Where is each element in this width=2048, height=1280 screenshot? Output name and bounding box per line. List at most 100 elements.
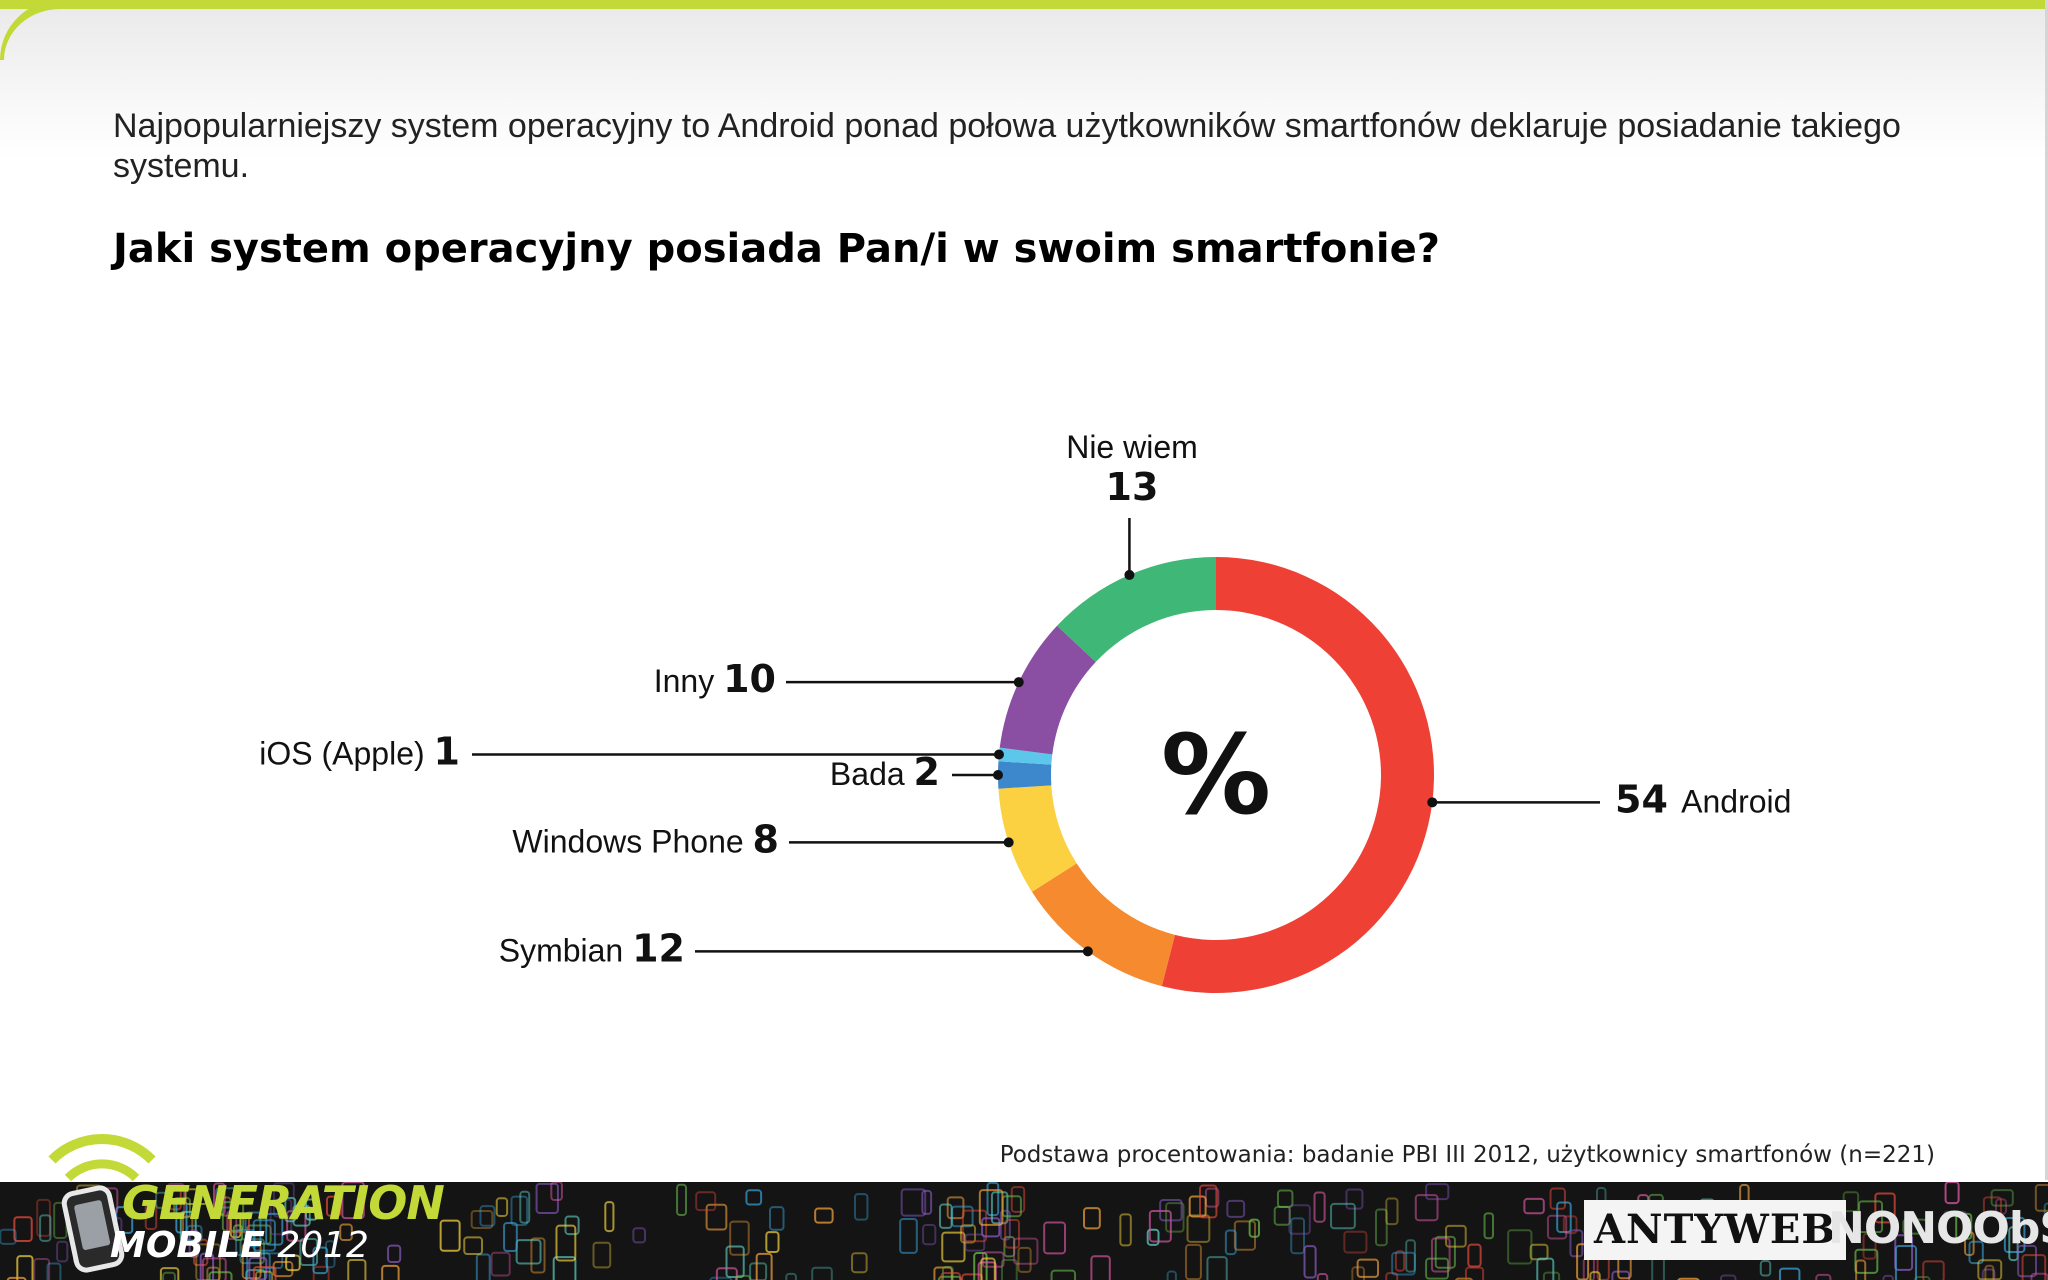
- footer-device-shape: [940, 1271, 962, 1280]
- category-label-nie-wiem: Nie wiem: [1066, 429, 1198, 465]
- footer-device-shape: [1248, 1218, 1261, 1238]
- brand-sub-text: MOBILE: [110, 1225, 265, 1266]
- footer-device-shape: [1546, 1214, 1568, 1240]
- footer-device-shape: [1166, 1270, 1177, 1280]
- footer-device-shape: [212, 1182, 226, 1216]
- category-label-windows-phone: Windows Phone: [512, 823, 752, 859]
- footer-device-shape: [1017, 1246, 1032, 1273]
- leader-dot-symbian: [1082, 946, 1093, 957]
- footer-device-shape: [2030, 1272, 2048, 1280]
- footer-device-shape: [921, 1189, 933, 1215]
- footer-device-shape: [1394, 1250, 1406, 1272]
- footer-device-shape: [811, 1266, 833, 1280]
- footer-device-shape: [1536, 1257, 1555, 1280]
- footer-device-shape: [1273, 1205, 1291, 1226]
- slice-android: [1161, 557, 1435, 994]
- footer-device-shape: [39, 1214, 52, 1242]
- footer-device-shape: [900, 1188, 927, 1217]
- nonoobs-logo: NONOObS: [1828, 1203, 2048, 1254]
- footer-device-shape: [1523, 1197, 1545, 1215]
- footer-device-shape: [1507, 1229, 1533, 1265]
- footer-device-shape: [0, 1228, 17, 1245]
- footer-device-shape: [765, 1231, 780, 1254]
- footer-device-shape: [2017, 1244, 2038, 1278]
- footer-device-shape: [312, 1246, 329, 1275]
- brand-subtitle: MOBILE 2012: [110, 1226, 369, 1266]
- footer-device-shape: [941, 1231, 966, 1263]
- footer-device-shape: [215, 1187, 239, 1209]
- footer-device-shape: [144, 1202, 158, 1230]
- footer-device-shape: [324, 1240, 336, 1269]
- footer-device-shape: [851, 1252, 868, 1274]
- value-label-ios-apple: 1: [434, 729, 460, 773]
- leader-dot-nie-wiem: [1124, 569, 1135, 580]
- footer-device-shape: [961, 1273, 983, 1280]
- footer-device-shape: [990, 1191, 1009, 1225]
- footer-device-shape: [325, 1195, 342, 1217]
- footer-device-shape: [937, 1275, 963, 1280]
- footer-device-shape: [1050, 1269, 1077, 1280]
- footer-device-shape: [1186, 1214, 1211, 1243]
- footer-device-shape: [206, 1266, 220, 1280]
- footer-device-shape: [2021, 1254, 2047, 1280]
- footer-device-shape: [195, 1243, 221, 1280]
- footer-device-shape: [208, 1271, 233, 1280]
- value-label-bada: 2: [914, 750, 940, 794]
- slice-windows-phone: [998, 785, 1077, 892]
- antyweb-logo: ANTYWEB: [1584, 1200, 1847, 1260]
- slice-inny: [999, 625, 1096, 755]
- footer-device-shape: [479, 1205, 496, 1227]
- footer-device-shape: [1090, 1255, 1111, 1280]
- slice-nie-wiem: [1057, 557, 1216, 663]
- footer-device-shape: [552, 1256, 577, 1280]
- footer-device-shape: [252, 1219, 276, 1252]
- category-label-bada: Bada: [830, 756, 914, 792]
- footer-device-shape: [1677, 1277, 1700, 1280]
- footer-device-shape: [785, 1272, 797, 1280]
- value-label-nie-wiem: 13: [1106, 465, 1159, 509]
- footer-device-shape: [248, 1256, 268, 1280]
- footer-device-shape: [1445, 1224, 1467, 1248]
- footer-device-shape: [13, 1216, 33, 1242]
- footer-device-shape: [1874, 1192, 1896, 1224]
- footer-device-shape: [201, 1257, 227, 1280]
- phone-signal-icon: [48, 1133, 156, 1273]
- footer-device-shape: [1977, 1259, 2003, 1280]
- footer-device-shape: [964, 1233, 986, 1252]
- data-label-android: 54 Android: [1615, 777, 1791, 821]
- value-label-android: 54: [1615, 777, 1681, 821]
- footer-device-shape: [715, 1267, 738, 1280]
- footer-device-shape: [347, 1259, 367, 1280]
- footer-device-shape: [729, 1220, 750, 1256]
- footer-device-shape: [1430, 1237, 1451, 1273]
- footer-device-shape: [555, 1224, 577, 1262]
- data-label-ios-apple: iOS (Apple) 1: [259, 729, 460, 773]
- brand-title: GENERATION: [122, 1176, 445, 1230]
- footer-device-shape: [1159, 1198, 1183, 1222]
- footer-device-shape: [1316, 1273, 1329, 1280]
- category-label-symbian: Symbian: [499, 932, 632, 968]
- footer-device-shape: [705, 1203, 728, 1231]
- footer-device-shape: [312, 1265, 330, 1280]
- footer-device-shape: [1226, 1199, 1246, 1218]
- footer-device-shape: [439, 1219, 461, 1252]
- footer-device-shape: [182, 1215, 194, 1235]
- footer-device-shape: [1425, 1183, 1450, 1201]
- footer-device-shape: [339, 1223, 353, 1242]
- footer-device-shape: [1894, 1245, 1918, 1280]
- footer-device-shape: [46, 1262, 62, 1280]
- value-label-symbian: 12: [632, 926, 685, 970]
- footer-device-shape: [173, 1196, 191, 1219]
- header-accent-line: [0, 0, 2048, 9]
- center-percent-label: %: [1161, 711, 1271, 839]
- footer-device-shape: [2043, 1202, 2048, 1228]
- footer-device-shape: [1464, 1266, 1485, 1280]
- footer-device-shape: [1303, 1245, 1317, 1279]
- slice-ios-apple: [998, 747, 1053, 765]
- footer-device-shape: [1345, 1188, 1364, 1210]
- footer-device-shape: [33, 1258, 51, 1280]
- footer-device-shape: [1146, 1228, 1160, 1246]
- footer-device-shape: [632, 1227, 647, 1244]
- footer-device-shape: [232, 1224, 244, 1242]
- brand-year: 2012: [277, 1225, 369, 1266]
